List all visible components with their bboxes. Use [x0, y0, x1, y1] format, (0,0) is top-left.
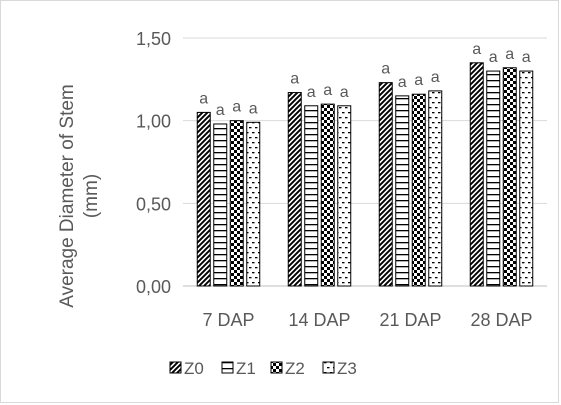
bar-significance-label: a — [307, 84, 316, 101]
bar-z3 — [246, 121, 261, 287]
y-tick-label: 0,50 — [136, 194, 171, 214]
bar-significance-label: a — [323, 82, 332, 99]
bar-significance-label: a — [216, 102, 225, 119]
bar-z2 — [229, 120, 244, 287]
y-axis-label-line1: Average Diameter of Stem — [57, 84, 78, 308]
y-tick-label: 1,50 — [136, 29, 171, 49]
bar-z2 — [320, 103, 335, 287]
bar-significance-label: a — [290, 71, 299, 88]
bar-significance-label: a — [414, 72, 423, 89]
bar-significance-label: a — [522, 49, 531, 66]
bar-z0 — [469, 62, 484, 287]
bar-z0 — [287, 92, 302, 287]
x-tick-label: 7 DAP — [202, 310, 254, 330]
y-tick-label: 1,00 — [136, 112, 171, 132]
bar-significance-label: a — [431, 69, 440, 86]
legend-label-z2: Z2 — [285, 359, 305, 378]
bar-significance-label: a — [199, 90, 208, 107]
bar-z0 — [378, 82, 393, 287]
y-tick-labels: 0,00 0,50 1,00 1,50 — [136, 29, 171, 297]
x-tick-label: 14 DAP — [288, 310, 350, 330]
legend-swatch-z3 — [322, 361, 335, 374]
bar-z1 — [213, 123, 228, 287]
legend-swatch-z2 — [270, 361, 283, 374]
bar-z3 — [519, 70, 534, 287]
bar-significance-label: a — [249, 100, 258, 117]
legend-label-z1: Z1 — [236, 359, 256, 378]
bar-z1 — [304, 105, 319, 287]
y-tick-label: 0,00 — [136, 277, 171, 297]
bar-z3 — [337, 105, 352, 287]
bar-significance-label: a — [472, 41, 481, 58]
x-tick-labels: 7 DAP 14 DAP 21 DAP 28 DAP — [202, 310, 532, 330]
legend-label-z3: Z3 — [337, 359, 357, 378]
y-axis-label-line2: (mm) — [81, 174, 102, 218]
bar-z2 — [411, 93, 426, 287]
bar-z1 — [395, 95, 410, 287]
legend-swatch-z0 — [169, 361, 182, 374]
bar-z0 — [196, 111, 211, 287]
legend: Z0 Z1 Z2 Z3 — [169, 359, 357, 378]
bar-significance-label: a — [489, 49, 498, 66]
bar-z3 — [428, 90, 443, 287]
bar-z1 — [486, 70, 501, 287]
bar-significance-label: a — [340, 84, 349, 101]
bar-significance-label: a — [505, 46, 514, 63]
bars — [196, 62, 534, 287]
legend-label-z0: Z0 — [184, 359, 204, 378]
x-tick-label: 28 DAP — [470, 310, 532, 330]
x-tick-label: 21 DAP — [379, 310, 441, 330]
bar-z2 — [502, 67, 517, 287]
legend-swatch-z1 — [221, 361, 234, 374]
bar-significance-label: a — [398, 74, 407, 91]
bar-significance-label: a — [381, 61, 390, 78]
bar-labels: aa a aaa a aaa a aa a a a — [199, 41, 531, 119]
bar-significance-label: a — [232, 99, 241, 116]
